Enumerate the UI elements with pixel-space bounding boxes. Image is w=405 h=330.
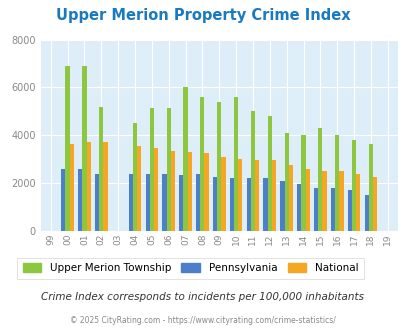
Bar [334,135,339,231]
Bar [153,148,158,231]
Bar [149,108,153,231]
Bar [137,146,141,231]
Bar [284,133,288,231]
Bar [95,174,99,231]
Bar [305,169,309,231]
Bar [347,190,351,231]
Bar [355,174,360,231]
Bar [171,151,175,231]
Bar [221,157,225,231]
Bar [162,174,166,231]
Bar [351,140,355,231]
Bar [212,177,217,231]
Bar [217,102,221,231]
Bar [145,174,149,231]
Bar [65,66,70,231]
Bar [301,135,305,231]
Bar [271,160,275,231]
Bar [322,171,326,231]
Bar [128,174,132,231]
Bar [61,169,65,231]
Bar [200,97,204,231]
Bar [288,165,292,231]
Bar [339,171,343,231]
Legend: Upper Merion Township, Pennsylvania, National: Upper Merion Township, Pennsylvania, Nat… [17,258,362,279]
Bar [99,107,103,231]
Bar [132,123,137,231]
Bar [187,152,192,231]
Bar [179,175,183,231]
Bar [78,169,82,231]
Bar [313,188,318,231]
Bar [330,188,334,231]
Bar [364,195,368,231]
Bar [86,143,90,231]
Bar [196,174,200,231]
Bar [368,144,372,231]
Bar [279,181,284,231]
Text: Crime Index corresponds to incidents per 100,000 inhabitants: Crime Index corresponds to incidents per… [41,292,364,302]
Bar [296,184,301,231]
Bar [82,66,86,231]
Bar [166,108,171,231]
Bar [238,159,242,231]
Bar [318,128,322,231]
Text: Upper Merion Property Crime Index: Upper Merion Property Crime Index [55,8,350,23]
Bar [229,178,233,231]
Text: © 2025 CityRating.com - https://www.cityrating.com/crime-statistics/: © 2025 CityRating.com - https://www.city… [70,316,335,325]
Bar [372,177,376,231]
Bar [263,178,267,231]
Bar [70,144,74,231]
Bar [246,178,250,231]
Bar [250,112,254,231]
Bar [267,116,271,231]
Bar [183,87,187,231]
Bar [204,153,208,231]
Bar [254,160,259,231]
Bar [103,143,107,231]
Bar [233,97,238,231]
